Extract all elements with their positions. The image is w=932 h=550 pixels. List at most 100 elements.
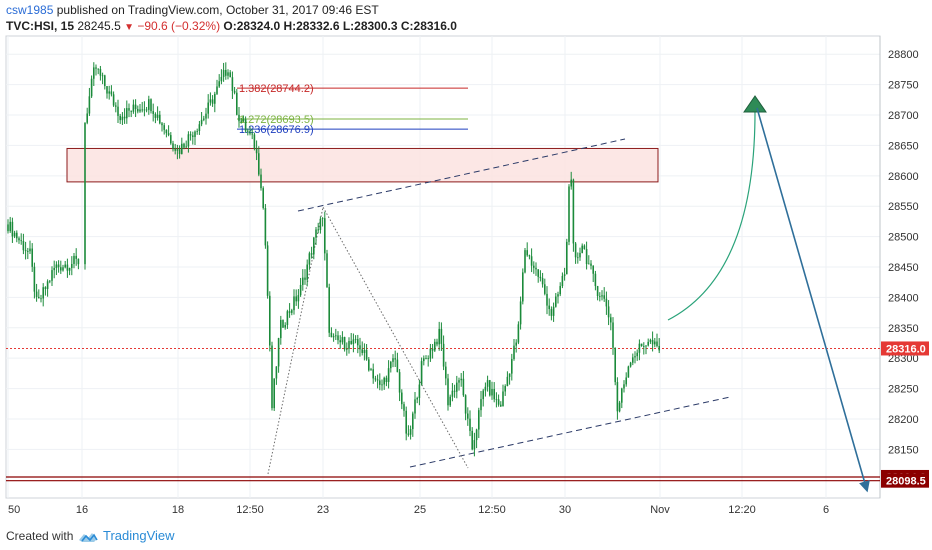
price-chart[interactable]: 50 16 18 12:50 23 25 12:50 30 Nov 12:20 6 28150 2820…: [0, 0, 932, 522]
published-text: published on TradingView.com, October 31…: [56, 3, 379, 17]
candle-body: [541, 278, 544, 285]
candle-body: [403, 404, 405, 411]
candle-body: [326, 253, 328, 288]
candle-body: [167, 133, 170, 136]
candle-body: [370, 369, 372, 371]
x-tick-label: Nov: [650, 504, 670, 516]
candle-body: [73, 255, 75, 264]
candle-body: [308, 253, 311, 265]
candle-body: [258, 153, 260, 175]
candle-body: [581, 245, 583, 253]
candle-body: [500, 404, 502, 407]
candle-body: [38, 296, 40, 299]
x-tick-label: 50: [8, 504, 20, 516]
candle-body: [174, 149, 176, 151]
candle-body: [491, 388, 493, 396]
candle-body: [150, 99, 152, 112]
y-tick-label: 28300: [888, 353, 919, 365]
candle-body: [588, 263, 590, 265]
candle-body: [484, 386, 487, 391]
x-tick-label: 25: [414, 504, 426, 516]
candle-body: [625, 377, 627, 385]
candle-body: [423, 358, 425, 362]
candle-body: [29, 248, 31, 252]
candle-body: [35, 291, 38, 297]
candle-body: [638, 343, 641, 353]
x-tick-label: 23: [317, 504, 329, 516]
candle-body: [22, 240, 25, 251]
candle-body: [99, 69, 102, 76]
candle-body: [515, 342, 517, 346]
symbol-name: TVC:HSI, 15: [6, 19, 75, 33]
candle-body: [222, 69, 225, 77]
footer: Created with TradingView: [0, 522, 932, 550]
candle-body: [141, 109, 143, 111]
x-tick-label: 16: [76, 504, 88, 516]
tradingview-brand-link[interactable]: TradingView: [103, 528, 175, 543]
candle-body: [330, 332, 333, 338]
candle-body: [128, 108, 130, 111]
candle-body: [392, 358, 394, 362]
price-label: 28316.0: [886, 343, 926, 355]
candle-body: [262, 188, 264, 209]
candle-body: [339, 340, 341, 343]
candle-body: [183, 143, 185, 148]
candle-body: [610, 317, 612, 323]
candle-body: [143, 109, 146, 111]
candle-body: [225, 69, 227, 76]
candle-body: [198, 124, 201, 131]
candle-body: [357, 339, 359, 346]
candle-body: [427, 358, 429, 359]
candle-body: [506, 376, 509, 387]
candle-body: [451, 390, 454, 397]
candle-body: [192, 135, 194, 137]
candle-body: [185, 146, 187, 148]
candle-body: [517, 324, 520, 343]
candle-body: [447, 378, 449, 406]
candle-body: [350, 340, 352, 344]
candle-body: [62, 267, 64, 271]
candle-body: [90, 78, 93, 97]
candle-body: [148, 99, 150, 110]
y-tick-label: 28650: [888, 140, 919, 152]
candle-body: [409, 429, 412, 435]
candle-body: [220, 76, 223, 82]
candle-body: [9, 221, 11, 232]
candle-body: [121, 116, 124, 121]
candle-body: [614, 347, 616, 383]
candle-body: [495, 399, 498, 401]
candle-body: [405, 410, 407, 434]
candle-body: [88, 96, 91, 114]
candle-body: [126, 108, 128, 119]
fib-level-label: 1.272(28693.5): [239, 114, 314, 126]
candle-body: [566, 241, 568, 275]
candle-body: [139, 109, 141, 112]
candle-body: [343, 337, 346, 350]
projection-curve: [667, 111, 756, 321]
y-tick-label: 28450: [888, 262, 919, 274]
candle-body: [401, 392, 403, 405]
candle-body: [273, 378, 275, 409]
candle-body: [71, 263, 73, 268]
candle-body: [49, 280, 51, 282]
candle-body: [271, 345, 273, 409]
candle-body: [165, 129, 168, 134]
candle-body: [236, 92, 238, 115]
author-link[interactable]: csw1985: [6, 3, 54, 17]
candle-body: [414, 399, 416, 414]
candle-body: [579, 252, 581, 258]
candle-body: [467, 413, 469, 419]
candle-body: [200, 119, 203, 125]
candle-body: [255, 148, 258, 154]
candle-body: [346, 348, 348, 350]
candle-body: [55, 264, 58, 269]
candle-body: [407, 433, 410, 435]
candle-body: [456, 382, 458, 392]
y-tick-label: 28750: [888, 80, 919, 92]
price-label: 28098.5: [886, 476, 926, 488]
candle-body: [363, 349, 366, 353]
candle-body: [106, 86, 108, 94]
candle-body: [299, 284, 302, 296]
y-tick-label: 28250: [888, 384, 919, 396]
candle-body: [596, 286, 599, 296]
